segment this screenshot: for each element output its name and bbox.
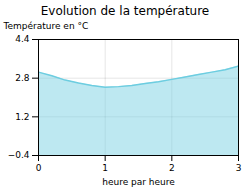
svg-text:2: 2 <box>169 163 175 173</box>
svg-text:0: 0 <box>36 163 42 173</box>
svg-text:1.2: 1.2 <box>15 112 29 122</box>
svg-text:2.8: 2.8 <box>15 73 30 83</box>
svg-text:3: 3 <box>236 163 242 173</box>
svg-text:heure par heure: heure par heure <box>102 177 175 187</box>
svg-text:Température en °C: Température en °C <box>3 21 89 31</box>
svg-text:1: 1 <box>102 163 108 173</box>
html-text:Evolution de la température: Evolution de la température <box>40 4 210 18</box>
svg-text:−0.4: −0.4 <box>8 150 30 160</box>
svg-text:4.4: 4.4 <box>15 34 30 44</box>
